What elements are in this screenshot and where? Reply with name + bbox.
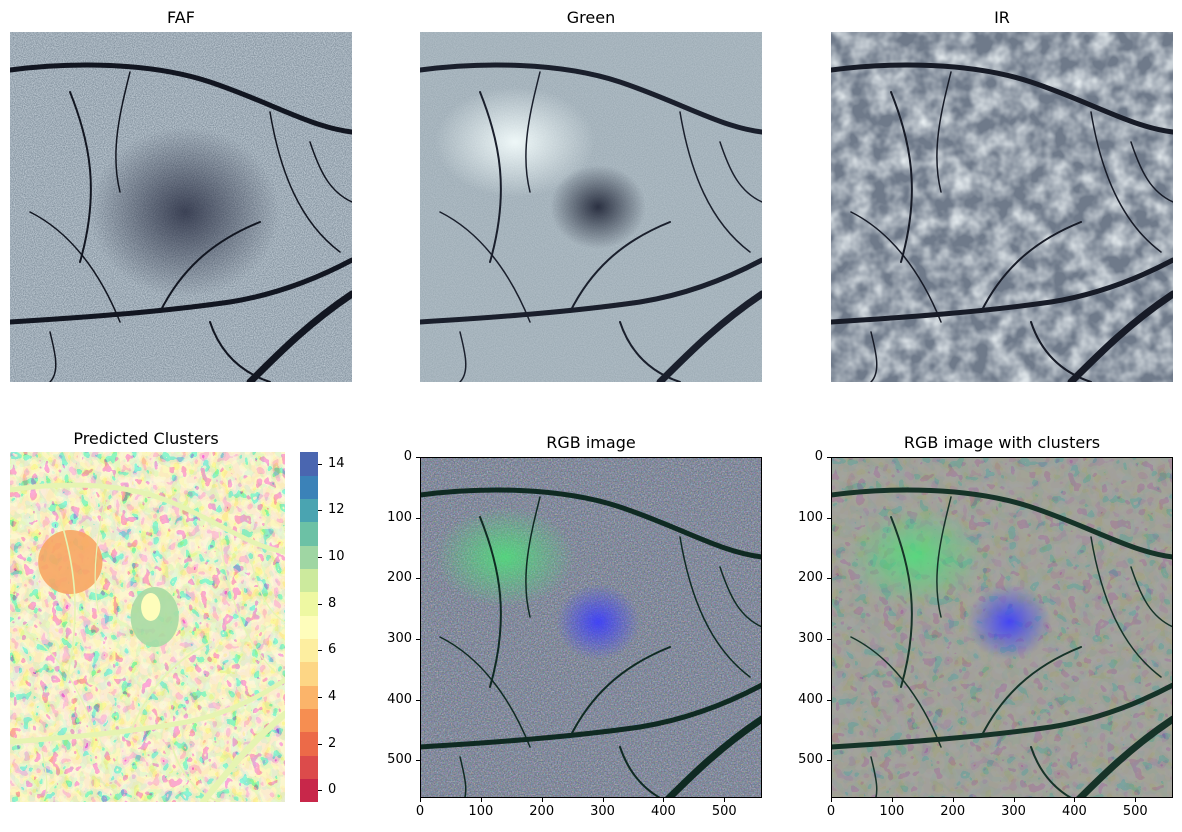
green-image — [420, 32, 762, 382]
colorbar-segment — [300, 755, 318, 780]
rgb-y-tick-mark — [416, 457, 420, 458]
colorbar-tick-label: 2 — [328, 735, 337, 751]
rgb-title: RGB image — [546, 433, 636, 452]
rgb-clusters-y-tick-label: 400 — [798, 691, 823, 707]
rgb-clusters-title: RGB image with clusters — [903, 433, 1101, 452]
rgb-clusters-x-tick-mark — [952, 798, 954, 802]
colorbar-tick-label: 4 — [328, 689, 337, 704]
colorbar-segment — [300, 778, 318, 803]
rgb-y-tick-mark — [416, 760, 420, 762]
rgb-y-tick-label: 500 — [387, 752, 412, 768]
rgb-y-tick-label: 200 — [387, 570, 412, 586]
rgb-image — [420, 457, 762, 798]
rgb-x-tick-mark — [420, 798, 421, 802]
rgb-x-tick-label: 200 — [529, 804, 555, 819]
colorbar-tick-mark — [318, 790, 322, 792]
rgb-y-tick-label: 300 — [387, 631, 412, 647]
rgb-clusters-x-tick-label: 300 — [1001, 804, 1026, 819]
rgb-clusters-y-tick-label: 100 — [798, 509, 823, 525]
rgb-y-tick-mark — [416, 639, 420, 641]
rgb-x-tick-label: 400 — [650, 804, 676, 819]
colorbar-tick-mark — [318, 650, 322, 652]
colorbar-tick-mark — [318, 510, 322, 512]
rgb-x-tick-mark — [663, 798, 665, 802]
rgb-clusters-y-tick-mark — [827, 578, 831, 580]
ir-image — [831, 32, 1173, 382]
colorbar-segment — [300, 452, 318, 476]
colorbar-segment — [300, 498, 318, 523]
rgb-clusters-image — [831, 457, 1173, 798]
colorbar-tick-mark — [318, 463, 322, 465]
colorbar-tick-label: 14 — [328, 455, 345, 471]
green-title: Green — [566, 8, 616, 27]
rgb-x-tick-label: 300 — [590, 804, 615, 819]
rgb-clusters-x-tick-label: 100 — [879, 804, 905, 819]
rgb-clusters-y-tick-mark — [827, 699, 831, 701]
clusters-title: Predicted Clusters — [73, 429, 219, 448]
colorbar-tick-mark — [318, 557, 322, 558]
colorbar-tick-mark — [318, 603, 322, 605]
rgb-clusters-y-tick-mark — [827, 639, 831, 641]
colorbar-segment — [300, 708, 318, 733]
colorbar-segment — [300, 662, 318, 686]
colorbar-segment — [300, 615, 318, 640]
colorbar-segment — [300, 685, 318, 710]
rgb-clusters-x-tick-label: 0 — [826, 804, 836, 819]
rgb-clusters-x-tick-label: 500 — [1122, 804, 1148, 819]
ir-title: IR — [994, 8, 1010, 27]
rgb-y-tick-label: 400 — [387, 691, 412, 707]
rgb-x-tick-mark — [480, 798, 482, 802]
colorbar-tick-label: 0 — [328, 782, 337, 798]
rgb-y-tick-mark — [416, 699, 420, 701]
rgb-clusters-x-tick-mark — [831, 798, 832, 802]
colorbar-segment — [300, 732, 318, 756]
rgb-clusters-x-tick-label: 400 — [1061, 804, 1087, 819]
colorbar-tick-label: 10 — [328, 549, 345, 564]
rgb-clusters-y-tick-label: 200 — [798, 570, 823, 586]
rgb-y-tick-mark — [416, 517, 420, 519]
rgb-clusters-x-tick-label: 200 — [940, 804, 966, 819]
colorbar-segment — [300, 545, 318, 570]
rgb-clusters-x-tick-mark — [1074, 798, 1076, 802]
colorbar-segment — [300, 592, 318, 616]
rgb-y-tick-label: 100 — [387, 509, 412, 525]
colorbar-tick-label: 6 — [328, 642, 337, 658]
rgb-clusters-y-tick-label: 0 — [814, 449, 823, 464]
colorbar-tick-mark — [318, 743, 322, 745]
rgb-clusters-x-tick-mark — [1135, 798, 1137, 802]
rgb-x-tick-label: 0 — [415, 804, 425, 819]
colorbar-tick-label: 12 — [328, 502, 345, 518]
rgb-y-tick-mark — [416, 578, 420, 580]
rgb-y-tick-label: 0 — [403, 449, 412, 464]
colorbar — [300, 452, 318, 803]
rgb-x-tick-label: 100 — [468, 804, 494, 819]
colorbar-segment — [300, 522, 318, 546]
rgb-x-tick-mark — [724, 798, 726, 802]
faf-image — [10, 32, 352, 382]
rgb-clusters-x-tick-mark — [1013, 798, 1015, 802]
rgb-clusters-y-tick-mark — [827, 457, 831, 458]
rgb-clusters-y-tick-mark — [827, 517, 831, 519]
clusters-image — [10, 452, 285, 802]
rgb-x-tick-mark — [602, 798, 604, 802]
rgb-x-tick-mark — [541, 798, 543, 802]
colorbar-segment — [300, 568, 318, 593]
rgb-x-tick-label: 500 — [711, 804, 737, 819]
rgb-clusters-y-tick-label: 300 — [798, 631, 823, 647]
rgb-clusters-y-tick-label: 500 — [798, 752, 823, 768]
faf-title: FAF — [167, 8, 195, 27]
rgb-clusters-x-tick-mark — [891, 798, 893, 802]
colorbar-tick-label: 8 — [328, 595, 337, 611]
colorbar-tick-mark — [318, 697, 322, 698]
rgb-clusters-y-tick-mark — [827, 760, 831, 762]
colorbar-segment — [300, 475, 318, 500]
colorbar-segment — [300, 638, 318, 663]
